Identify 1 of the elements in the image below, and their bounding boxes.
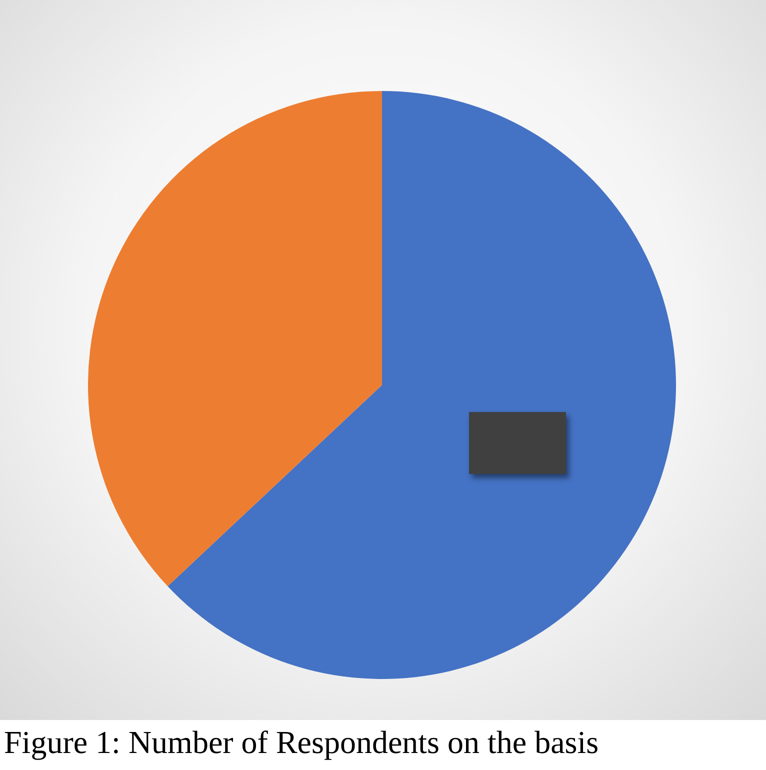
caption: Figure 1: Number of Respondents on the basis [4,724,599,761]
